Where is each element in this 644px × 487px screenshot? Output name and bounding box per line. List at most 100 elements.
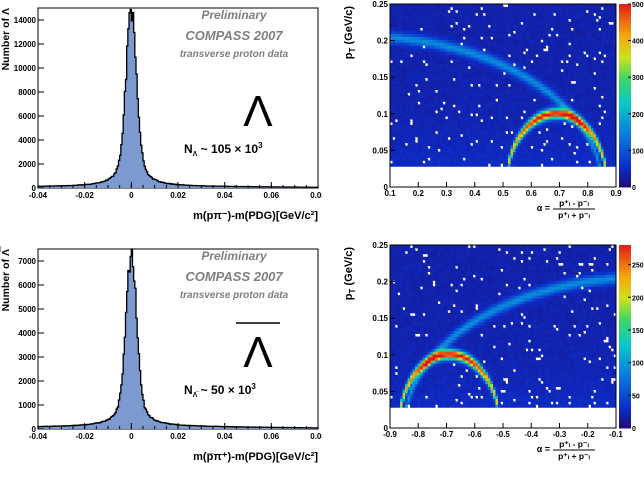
heatmap-cell [470,119,473,122]
heatmap-cell [498,93,501,96]
heatmap-cell [500,134,503,137]
heatmap-cell [526,34,529,37]
heatmap-cell [571,60,574,63]
heatmap-cell [435,22,438,25]
heatmap-cell [521,84,524,87]
heatmap-cell [398,149,401,152]
heatmap-cell [598,54,601,57]
heatmap-cell [598,125,601,128]
heatmap-cell [495,16,498,19]
heatmap-cell [418,81,421,84]
heatmap-cell [583,42,586,45]
heatmap-cell [571,42,574,45]
heatmap-cell [508,131,511,134]
heatmap-cell [571,66,574,69]
heatmap-cell [508,146,511,149]
heatmap-cell [528,57,531,60]
heatmap-cell [440,157,443,160]
heatmap-cell [428,125,431,128]
heatmap-cell [435,39,438,42]
heatmap-cell [553,51,556,54]
heatmap-cell [578,45,581,48]
heatmap-cell [548,119,551,122]
heatmap-cell [398,72,401,75]
heatmap-cell [561,128,564,131]
heatmap-cell [495,81,498,84]
heatmap-cell [393,72,396,75]
heatmap-cell [440,125,443,128]
heatmap-cell [598,149,601,152]
heatmap-cell [566,116,569,119]
heatmap-cell [561,48,564,51]
heatmap-cell [568,87,571,90]
heatmap-cell [576,90,579,93]
heatmap-cell [568,101,571,104]
heatmap-cell [438,57,441,60]
heatmap-cell [538,125,541,128]
heatmap-cell [413,45,416,48]
heatmap-cell [611,101,614,104]
heatmap-cell [470,157,473,160]
heatmap-cell [430,122,433,125]
heatmap-cell [405,131,408,134]
heatmap-cell [423,78,426,81]
heatmap-cell [495,19,498,22]
heatmap-cell [460,39,463,42]
y-tick-label: 8000 [18,88,36,97]
heatmap-cell [511,149,514,152]
heatmap-cell [523,87,526,90]
heatmap-cell [541,45,544,48]
heatmap-cell [483,160,486,163]
heatmap-cell [418,84,421,87]
heatmap-cell [591,137,594,140]
heatmap-cell [425,36,428,39]
heatmap-cell [513,152,516,155]
heatmap-cell [608,160,611,163]
heatmap-cell [498,60,501,63]
heatmap-cell [528,63,531,66]
heatmap-cell [586,116,589,119]
heatmap-cell [478,25,481,28]
heatmap-cell [420,96,423,99]
heatmap-cell [395,42,398,45]
heatmap-cell [523,36,526,39]
heatmap-cell [495,160,498,163]
heatmap-cell [606,93,609,96]
heatmap-cell [576,163,579,166]
heatmap-cell [506,78,509,81]
heatmap-cell [526,28,529,31]
heatmap-cell [528,87,531,90]
heatmap-cell [453,122,456,125]
heatmap-cell [430,110,433,113]
heatmap-cell [403,93,406,96]
heatmap-cell [521,42,524,45]
heatmap-cell [423,57,426,60]
heatmap-cell [403,163,406,166]
heatmap-cell [553,90,556,93]
heatmap-cell [583,137,586,140]
heatmap-cell [516,152,519,155]
heatmap-cell [556,140,559,143]
heatmap-cell [398,19,401,22]
heatmap-cell [546,16,549,19]
heatmap-cell [420,36,423,39]
heatmap-cell [581,128,584,131]
heatmap-cell [435,84,438,87]
heatmap-cell [490,45,493,48]
heatmap-cell [433,69,436,72]
heatmap-cell [450,63,453,66]
heatmap-cell [400,101,403,104]
heatmap-cell [433,140,436,143]
heatmap-cell [403,157,406,160]
heatmap-cell [438,125,441,128]
heatmap-cell [460,152,463,155]
heatmap-cell [470,125,473,128]
heatmap-cell [478,45,481,48]
heatmap-cell [511,78,514,81]
heatmap-cell [495,42,498,45]
heatmap-cell [571,155,574,158]
heatmap-cell [495,87,498,90]
heatmap-cell [526,107,529,110]
heatmap-cell [511,48,514,51]
heatmap-cell [393,160,396,163]
